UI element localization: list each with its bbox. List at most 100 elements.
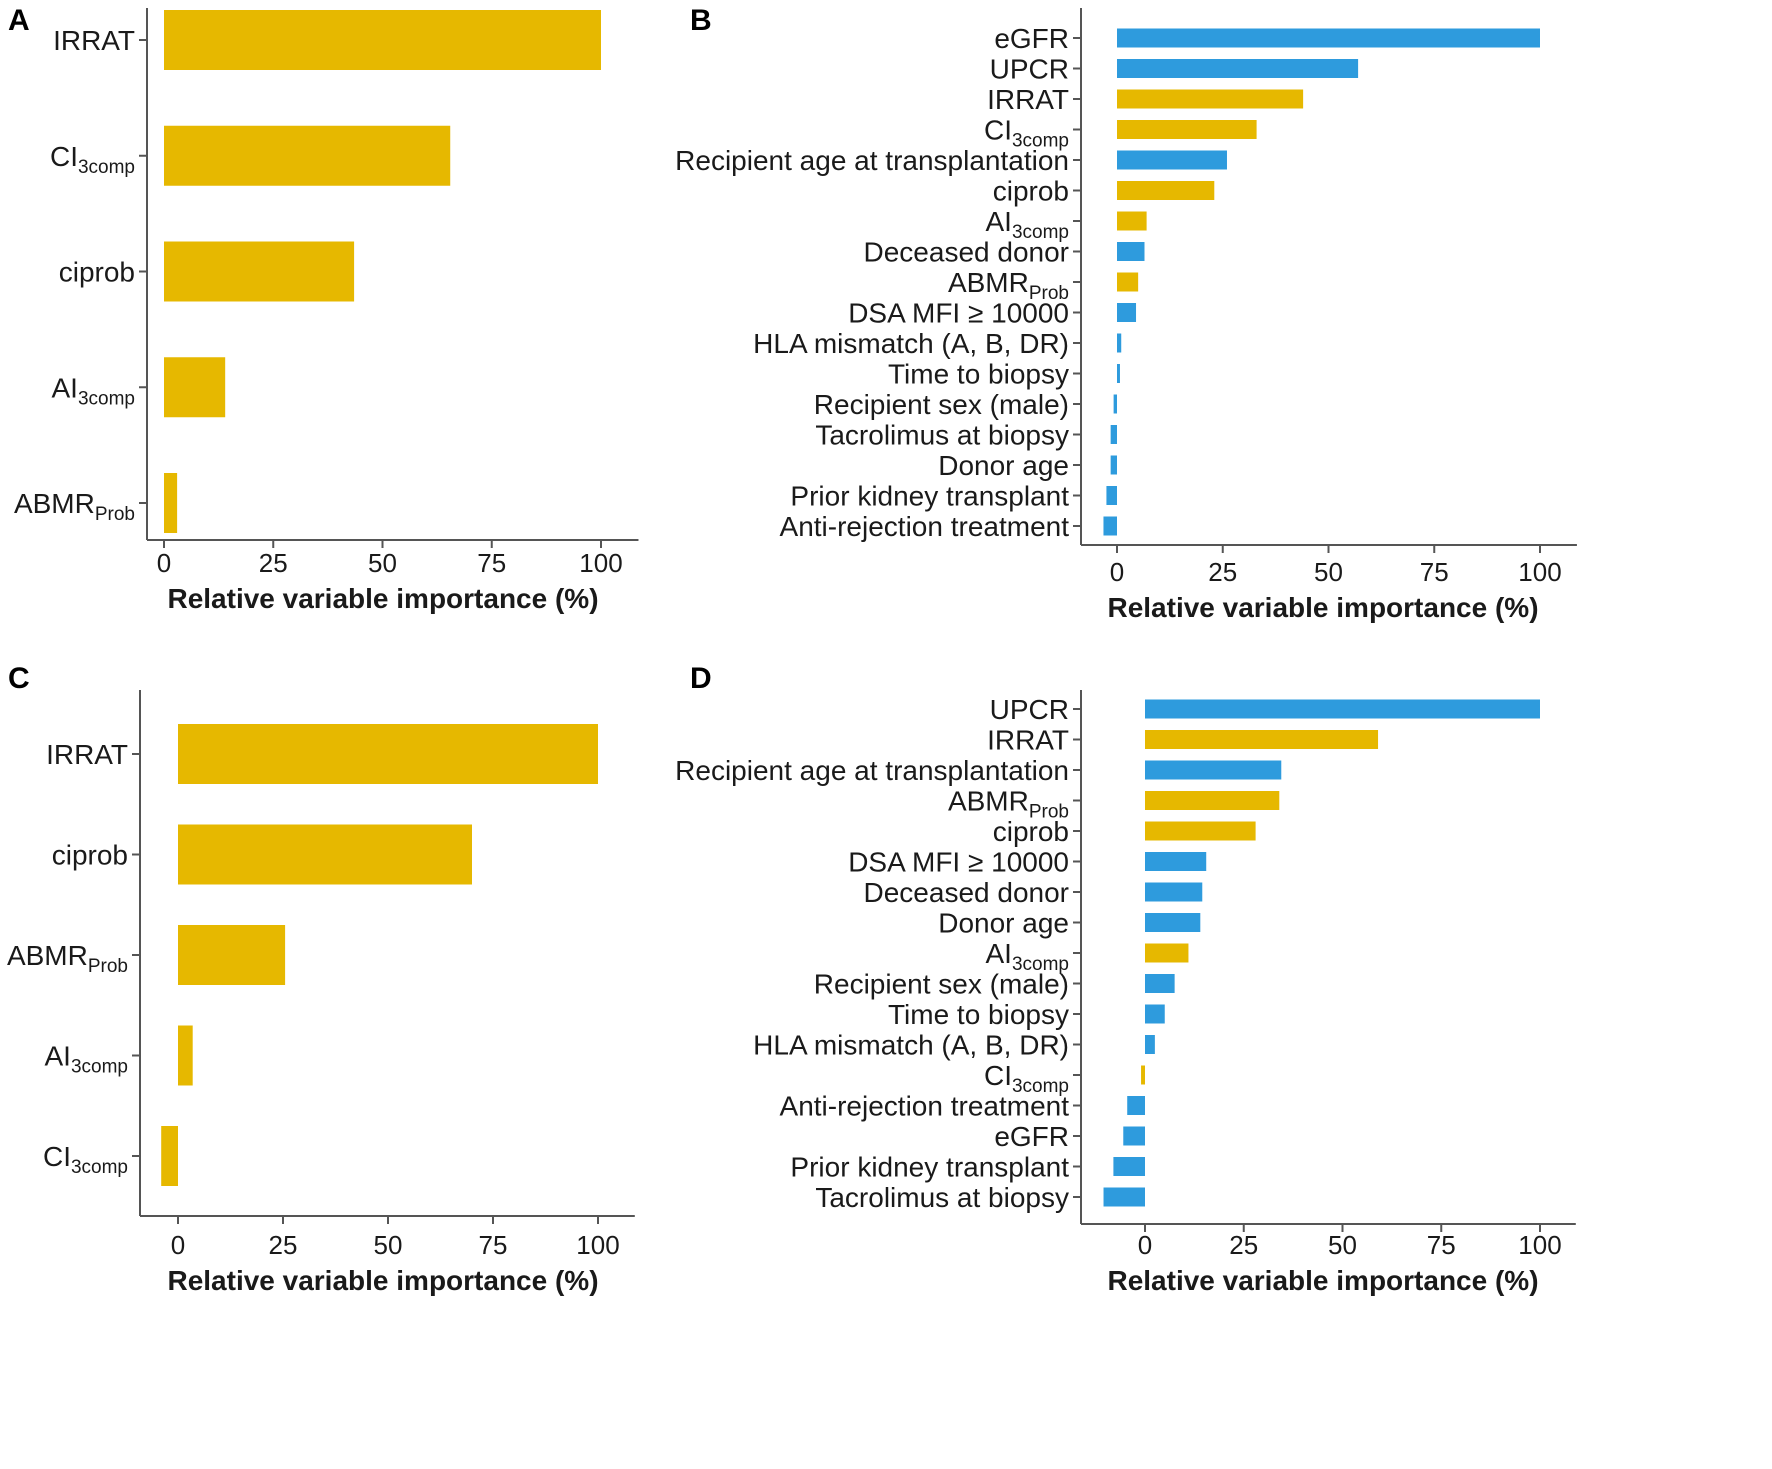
category-label: CI3comp — [984, 1060, 1069, 1097]
bar — [1117, 59, 1359, 78]
bar — [1103, 1187, 1145, 1207]
bar — [1145, 699, 1540, 719]
bar — [1113, 1157, 1145, 1176]
category-label: ABMRProb — [948, 786, 1069, 823]
category-label: Anti-rejection treatment — [780, 511, 1070, 542]
category-label: Time to biopsy — [888, 359, 1069, 390]
panel-d: D 0 25 50 75 100 Relative variable importance … — [675, 662, 1576, 1296]
category-label: AI3comp — [52, 372, 136, 409]
category-label: ABMRProb — [14, 488, 135, 525]
bar — [1145, 852, 1207, 871]
x-tick-label: 75 — [479, 1230, 508, 1260]
category-label: Recipient age at transplantation — [675, 755, 1069, 786]
panel-letter: D — [690, 662, 712, 695]
x-tick-label: 50 — [1314, 557, 1343, 587]
bar — [1117, 181, 1215, 200]
category-label: DSA MFI ≥ 10000 — [848, 847, 1069, 878]
category-label: ciprob — [59, 257, 135, 288]
category-label: Deceased donor — [864, 237, 1069, 268]
x-axis-title: Relative variable importance (%) — [167, 1265, 598, 1296]
x-tick-label: 0 — [1110, 557, 1124, 587]
category-label: Recipient age at transplantation — [675, 145, 1069, 176]
x-tick-label: 100 — [1518, 557, 1561, 587]
x-tick-label: 25 — [1229, 1230, 1258, 1260]
category-label: AI3comp — [986, 206, 1070, 243]
category-label: DSA MFI ≥ 10000 — [848, 298, 1069, 329]
category-label: CI3comp — [43, 1141, 128, 1178]
x-tick-label: 50 — [1328, 1230, 1357, 1260]
bar — [1117, 364, 1120, 383]
x-tick-label: 25 — [1208, 557, 1237, 587]
bar — [164, 473, 178, 533]
bar — [1117, 150, 1227, 170]
bar — [1106, 486, 1117, 505]
bar — [1117, 242, 1145, 261]
panel-c: C 0 25 50 75 100 Relative variable importance … — [7, 662, 635, 1296]
bar — [1117, 28, 1540, 48]
category-label: Recipient sex (male) — [814, 389, 1069, 420]
category-label: Prior kidney transplant — [790, 1152, 1069, 1183]
category-label: Donor age — [938, 450, 1069, 481]
panel-letter: A — [8, 4, 30, 37]
x-axis-title: Relative variable importance (%) — [1107, 1265, 1538, 1296]
category-label: Donor age — [938, 908, 1069, 939]
bar — [1117, 303, 1137, 322]
bar — [1110, 455, 1117, 475]
bar — [164, 241, 355, 302]
category-label: IRRAT — [987, 725, 1069, 756]
bar — [178, 824, 472, 885]
category-label: IRRAT — [987, 84, 1069, 115]
category-label: Tacrolimus at biopsy — [815, 420, 1069, 451]
bar — [1117, 333, 1122, 353]
category-label: HLA mismatch (A, B, DR) — [753, 328, 1069, 359]
bar — [1117, 89, 1304, 109]
bar — [1145, 791, 1280, 810]
x-tick-label: 50 — [374, 1230, 403, 1260]
bar — [1145, 730, 1379, 749]
category-label: Recipient sex (male) — [814, 969, 1069, 1000]
bar — [1145, 760, 1282, 780]
panel-letter: B — [690, 4, 712, 37]
category-label: ciprob — [993, 176, 1069, 207]
bar — [178, 1025, 193, 1086]
x-tick-label: 0 — [157, 548, 171, 578]
category-label: Tacrolimus at biopsy — [815, 1182, 1069, 1213]
category-label: ABMRProb — [7, 940, 128, 977]
bar — [178, 724, 598, 784]
category-label: UPCR — [990, 694, 1069, 725]
category-label: AI3comp — [45, 1041, 129, 1078]
category-label: HLA mismatch (A, B, DR) — [753, 1030, 1069, 1061]
category-label: ciprob — [993, 816, 1069, 847]
bar — [1127, 1096, 1145, 1115]
category-label: AI3comp — [986, 938, 1070, 975]
bar — [1145, 1004, 1165, 1024]
x-axis-title: Relative variable importance (%) — [167, 583, 598, 614]
bar — [164, 10, 601, 70]
panel-b: B 0 25 50 75 100 Relative variable importance … — [675, 4, 1577, 623]
bar — [178, 925, 286, 985]
bar — [1117, 211, 1147, 231]
category-label: ciprob — [52, 840, 128, 871]
bar — [1110, 425, 1117, 444]
x-tick-label: 0 — [171, 1230, 185, 1260]
bar — [164, 125, 451, 186]
bar — [1145, 974, 1175, 993]
x-tick-label: 100 — [1518, 1230, 1561, 1260]
x-tick-label: 75 — [1427, 1230, 1456, 1260]
category-label: CI3comp — [50, 141, 135, 178]
x-tick-label: 0 — [1138, 1230, 1152, 1260]
x-tick-label: 25 — [269, 1230, 298, 1260]
category-label: IRRAT — [53, 25, 135, 56]
bar — [1145, 882, 1203, 902]
category-label: Time to biopsy — [888, 999, 1069, 1030]
category-label: IRRAT — [46, 739, 128, 770]
category-label: eGFR — [994, 1121, 1069, 1152]
bar — [1123, 1126, 1145, 1146]
category-label: Deceased donor — [864, 877, 1069, 908]
x-tick-label: 100 — [576, 1230, 619, 1260]
category-label: ABMRProb — [948, 267, 1069, 304]
bar — [1117, 272, 1139, 292]
x-tick-label: 75 — [1420, 557, 1449, 587]
bar — [1117, 120, 1257, 139]
